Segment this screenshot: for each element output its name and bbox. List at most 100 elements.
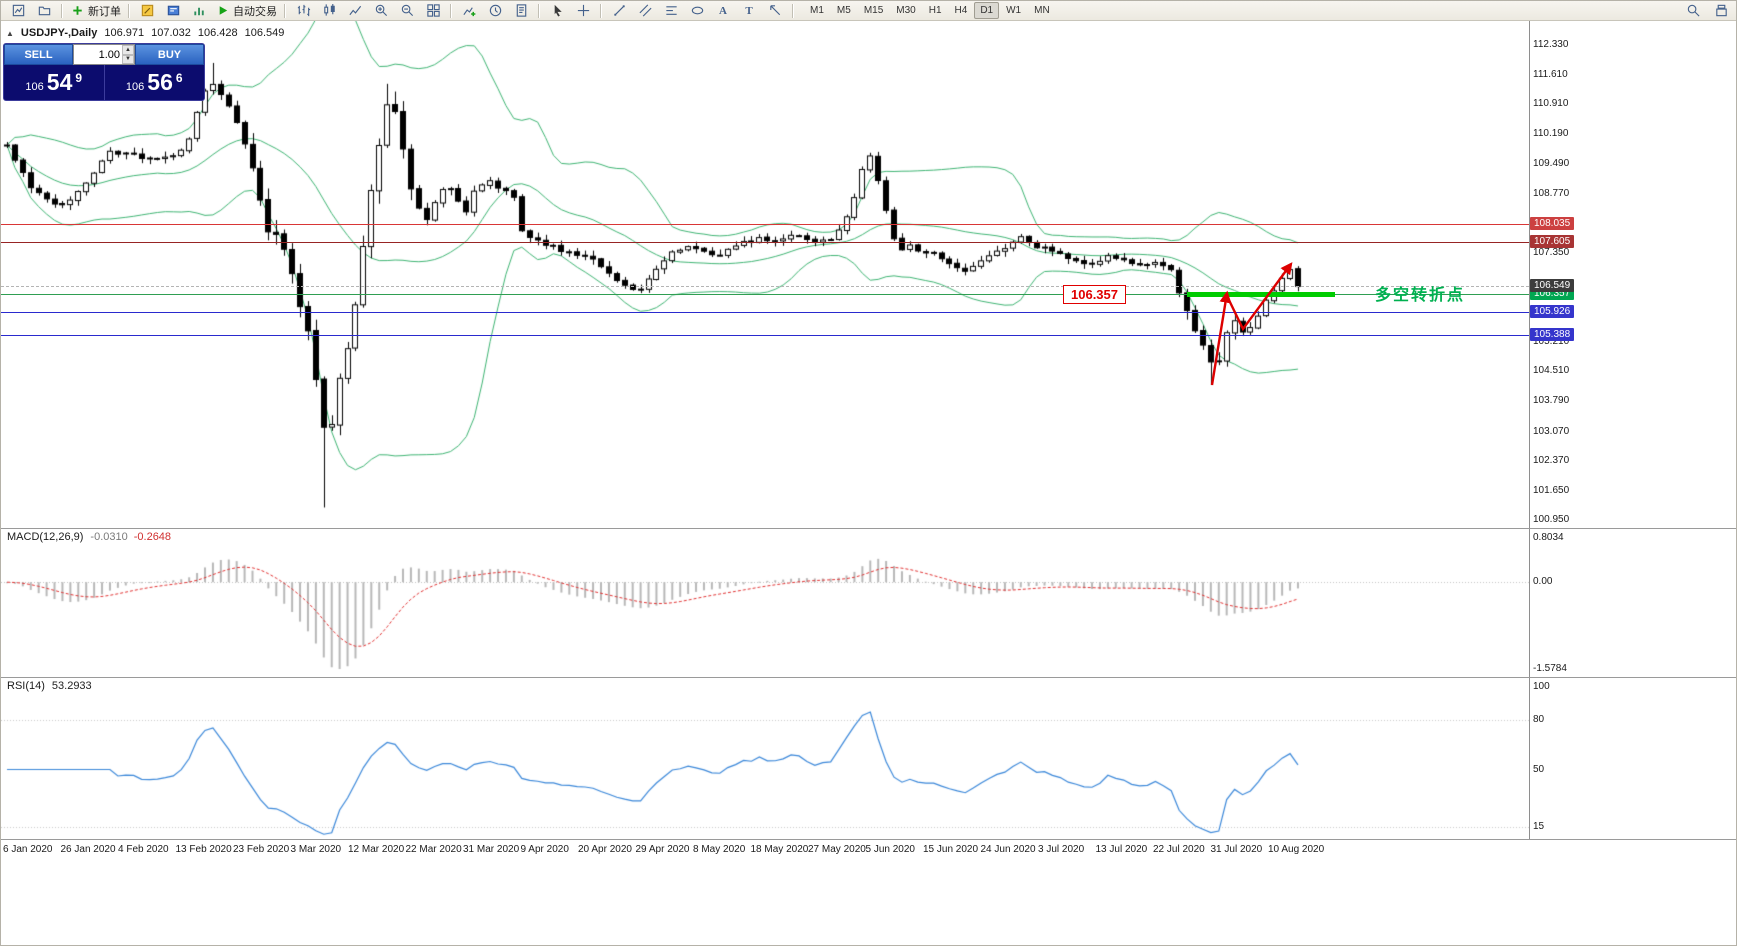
rsi-axis-label: 15 [1533, 821, 1545, 833]
zoom-out-icon [401, 4, 413, 17]
sell-button[interactable]: SELL [4, 44, 73, 65]
fibonacci-button[interactable] [658, 1, 684, 21]
current-price-price-box: 106.549 [1530, 279, 1575, 293]
timeframe-m30-button[interactable]: M30 [896, 5, 916, 16]
metaeditor-icon [141, 4, 153, 17]
macd-canvas[interactable] [1, 528, 1529, 677]
layers-button[interactable] [1708, 1, 1734, 21]
rsi-axis-label: 50 [1533, 763, 1545, 775]
periods-button[interactable] [482, 1, 508, 21]
line-chart-button[interactable] [342, 1, 368, 21]
indicators-icon [462, 7, 475, 17]
toolbar-separator [450, 3, 452, 18]
collapse-panel-icon[interactable]: ▲ [6, 28, 14, 38]
price-callout-label[interactable]: 106.357 [1063, 285, 1126, 304]
ask-main: 106 [125, 81, 145, 93]
metaeditor-button[interactable] [134, 1, 160, 21]
support-1-line[interactable] [1, 312, 1529, 314]
zoom-out-button[interactable] [394, 1, 420, 21]
bid-ask-row: 106 54 9 106 56 6 [4, 65, 204, 100]
current-price-line[interactable] [1, 286, 1529, 288]
profiles-button[interactable] [31, 1, 57, 21]
fibonacci-icon [665, 6, 677, 15]
timeframe-m15-button[interactable]: M15 [863, 5, 884, 16]
date-axis-label: 5 Jun 2020 [865, 844, 916, 855]
autotrading-button[interactable]: 自动交易 [212, 1, 280, 21]
templates-icon [516, 4, 526, 17]
resistance-2-line[interactable] [1, 242, 1529, 244]
search-button[interactable] [1680, 1, 1706, 21]
date-axis-label: 3 Mar 2020 [290, 844, 342, 855]
ellipse-button[interactable] [684, 1, 710, 21]
ask-pips: 56 [147, 69, 173, 95]
date-axis-label: 10 Aug 2020 [1268, 844, 1325, 855]
new-chart-button[interactable] [5, 1, 31, 21]
toolbar-separator [128, 3, 130, 18]
support-1-price-box: 105.926 [1530, 305, 1575, 319]
text-tool-button[interactable]: A [710, 1, 736, 21]
ohlc-close: 106.549 [244, 27, 285, 39]
panel-separator-macd[interactable] [1, 528, 1736, 529]
ohlc-high: 107.032 [151, 27, 191, 39]
new-order-button[interactable]: 新订单 [67, 1, 124, 21]
zoom-in-button[interactable] [368, 1, 394, 21]
price-axis-label: 110.910 [1533, 98, 1569, 110]
volume-down-button[interactable]: ▼ [122, 54, 134, 64]
cursor-icon [554, 4, 562, 17]
arrow-tool-button[interactable] [762, 1, 788, 21]
indicators-button[interactable] [456, 1, 482, 21]
timeframe-h1-button[interactable]: H1 [928, 5, 942, 16]
annotation-text[interactable]: 多空转折点 [1375, 287, 1466, 304]
turning-point-level-line[interactable] [1, 294, 1529, 296]
macd-main-value: -0.0310 [90, 531, 128, 543]
crosshair-icon [577, 4, 589, 17]
timeframe-mn-button[interactable]: MN [1034, 5, 1050, 16]
time-axis[interactable]: 6 Jan 2020 26 Jan 2020 4 Feb 2020 13 Feb 20… [1, 839, 1529, 857]
date-axis-label: 4 Feb 2020 [118, 844, 169, 855]
cursor-button[interactable] [544, 1, 570, 21]
chart-title: ▲ USDJPY-,Daily 106.971 107.032 106.428 … [6, 27, 284, 39]
volume-input[interactable] [74, 45, 122, 64]
toolbar-left-group: 新订单 自动交易 A T [5, 1, 798, 21]
templates-button[interactable] [508, 1, 534, 21]
channel-button[interactable] [632, 1, 658, 21]
macd-name: MACD(12,26,9) [7, 531, 84, 543]
date-axis-label: 29 Apr 2020 [635, 844, 690, 855]
timeframe-m5-button[interactable]: M5 [836, 5, 851, 16]
channel-icon [638, 4, 652, 17]
main-price-canvas[interactable] [1, 21, 1529, 528]
timeframe-d1-button[interactable]: D1 [974, 2, 1000, 19]
support-2-price-box: 105.388 [1530, 327, 1575, 341]
line-chart-icon [348, 5, 361, 16]
volume-up-button[interactable]: ▲ [122, 45, 134, 55]
strategy-tester-button[interactable] [186, 1, 212, 21]
support-2-line[interactable] [1, 334, 1529, 336]
tile-windows-button[interactable] [420, 1, 446, 21]
timeframe-m1-button[interactable]: M1 [810, 5, 824, 16]
panel-separator-rsi[interactable] [1, 677, 1736, 678]
toolbar-separator [61, 3, 63, 18]
bar-chart-button[interactable] [290, 1, 316, 21]
timeframe-h4-button[interactable]: H4 [954, 5, 968, 16]
crosshair-button[interactable] [570, 1, 596, 21]
timeframe-w1-button[interactable]: W1 [1006, 5, 1022, 16]
resistance-1-line[interactable] [1, 224, 1529, 226]
price-axis-label: 109.490 [1533, 157, 1570, 169]
strategy-tester-icon [193, 7, 204, 16]
trendline-button[interactable] [606, 1, 632, 21]
label-tool-button[interactable]: T [736, 1, 762, 21]
price-axis-label: 103.070 [1533, 425, 1570, 437]
date-axis-label: 3 Jul 2020 [1038, 844, 1085, 855]
date-axis-label: 15 Jun 2020 [923, 844, 979, 855]
trade-controls-row: SELL ▲ ▼ BUY [4, 44, 204, 65]
new-order-icon [73, 6, 82, 15]
new-order-label: 新订单 [88, 5, 121, 18]
periods-icon [489, 4, 501, 17]
buy-button[interactable]: BUY [135, 44, 204, 65]
chart-area: 106.357 多空转折点 ▲ USDJPY-,Daily 106.971 10… [1, 21, 1736, 945]
terminal-button[interactable] [160, 1, 186, 21]
candle-chart-button[interactable] [316, 1, 342, 21]
rsi-canvas[interactable] [1, 677, 1529, 839]
drawn-support-line[interactable] [1187, 292, 1335, 297]
date-axis-label: 13 Feb 2020 [175, 844, 232, 855]
